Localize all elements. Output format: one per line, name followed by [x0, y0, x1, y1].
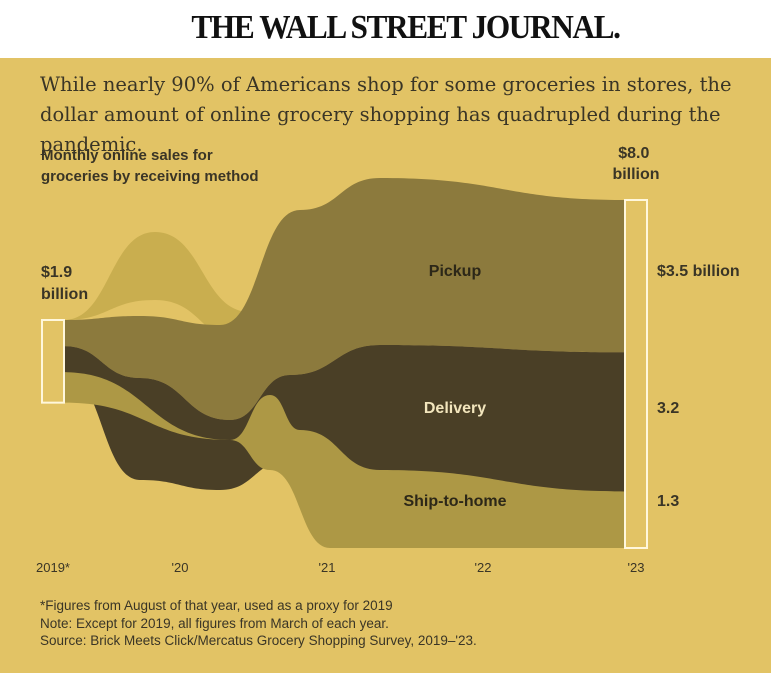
footnote-source: Source: Brick Meets Click/Mercatus Groce…: [40, 633, 477, 648]
start-total-unit: billion: [41, 286, 88, 303]
x-tick-label: '21: [319, 560, 336, 575]
end-value-delivery: 3.2: [657, 400, 679, 417]
chart-title-line-1: Monthly online sales for: [41, 147, 213, 164]
stream-bump: [64, 232, 290, 435]
start-total-value: $1.9: [41, 264, 72, 281]
series-label-pickup: Pickup: [429, 263, 482, 280]
end-total-value: $8.0: [618, 145, 649, 162]
series-label-delivery: Delivery: [424, 400, 486, 417]
stream-ship-to-home: [64, 372, 625, 548]
end-value-pickup: $3.5 billion: [657, 263, 740, 280]
footnote-note: Note: Except for 2019, all figures from …: [40, 615, 389, 631]
x-tick-label: '22: [475, 560, 492, 575]
start-total-box: [41, 319, 65, 404]
stream-delivery: [64, 345, 625, 492]
chart-title: Monthly online sales for groceries by re…: [41, 147, 259, 185]
masthead-title: THE WALL STREET JOURNAL.: [191, 9, 621, 46]
series-label-ship-to-home: Ship-to-home: [403, 493, 506, 510]
masthead: THE WALL STREET JOURNAL.: [0, 0, 771, 58]
stream-pickup: [64, 178, 625, 420]
x-tick-label: '20: [172, 560, 189, 575]
headline: While nearly 90% of Americans shop for s…: [40, 73, 732, 156]
chart-title-line-2: groceries by receiving method: [41, 168, 259, 185]
end-total-box: [624, 199, 648, 549]
footnotes: *Figures from August of that year, used …: [40, 597, 477, 650]
end-total-label: $8.0 billion: [612, 145, 659, 183]
footnote-proxy: *Figures from August of that year, used …: [40, 598, 393, 613]
end-total-unit: billion: [612, 166, 659, 183]
x-axis: 2019* '20 '21 '22 '23: [36, 560, 644, 575]
x-tick-label: 2019*: [36, 560, 70, 575]
start-total-label: $1.9 billion: [41, 264, 88, 303]
end-value-ship-to-home: 1.3: [657, 493, 679, 510]
x-tick-label: '23: [628, 560, 645, 575]
